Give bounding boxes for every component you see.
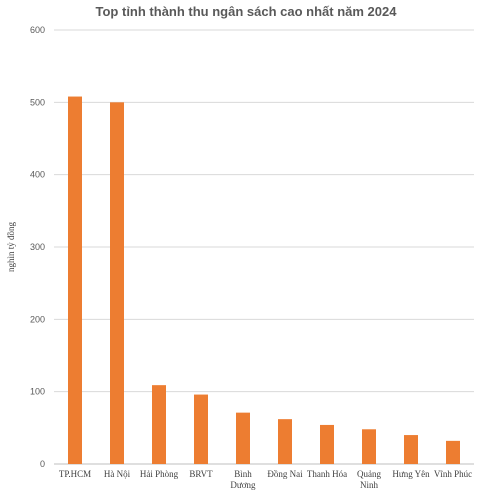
x-tick-label: Hưng Yên — [392, 469, 430, 479]
x-tick-label: Thanh Hóa — [307, 469, 347, 479]
bar — [446, 440, 460, 464]
x-tick-label: Vĩnh Phúc — [434, 469, 472, 479]
bar — [110, 102, 124, 464]
x-tick-label: TP.HCM — [59, 469, 91, 479]
x-tick-label: Hải Phòng — [140, 469, 179, 479]
y-axis-label: nghìn tỷ đồng — [6, 222, 16, 273]
x-tick-label: Ninh — [360, 480, 379, 490]
bar — [236, 412, 250, 464]
y-axis-ticks: 0 100 200 300 400 500 600 — [30, 25, 45, 469]
x-tick-label: Hà Nội — [104, 469, 131, 479]
bar — [362, 429, 376, 464]
bar — [152, 385, 166, 464]
x-tick-label: Đồng Nai — [267, 469, 303, 479]
bar — [404, 435, 418, 464]
x-tick-label: Bình — [234, 469, 252, 479]
x-tick-label: BRVT — [189, 469, 213, 479]
bars — [68, 96, 460, 465]
y-tick-label: 300 — [30, 242, 45, 252]
bar — [68, 96, 82, 465]
y-tick-label: 400 — [30, 170, 45, 180]
bar — [278, 419, 292, 464]
x-tick-label: Quảng — [357, 469, 381, 479]
x-tick-label: Dương — [230, 480, 256, 490]
y-tick-label: 0 — [40, 459, 45, 469]
y-tick-label: 600 — [30, 25, 45, 35]
y-tick-label: 100 — [30, 387, 45, 397]
y-tick-label: 500 — [30, 97, 45, 107]
bar — [320, 424, 334, 464]
bar — [194, 394, 208, 464]
y-tick-label: 200 — [30, 314, 45, 324]
chart-title: Top tỉnh thành thu ngân sách cao nhất nă… — [96, 4, 398, 19]
